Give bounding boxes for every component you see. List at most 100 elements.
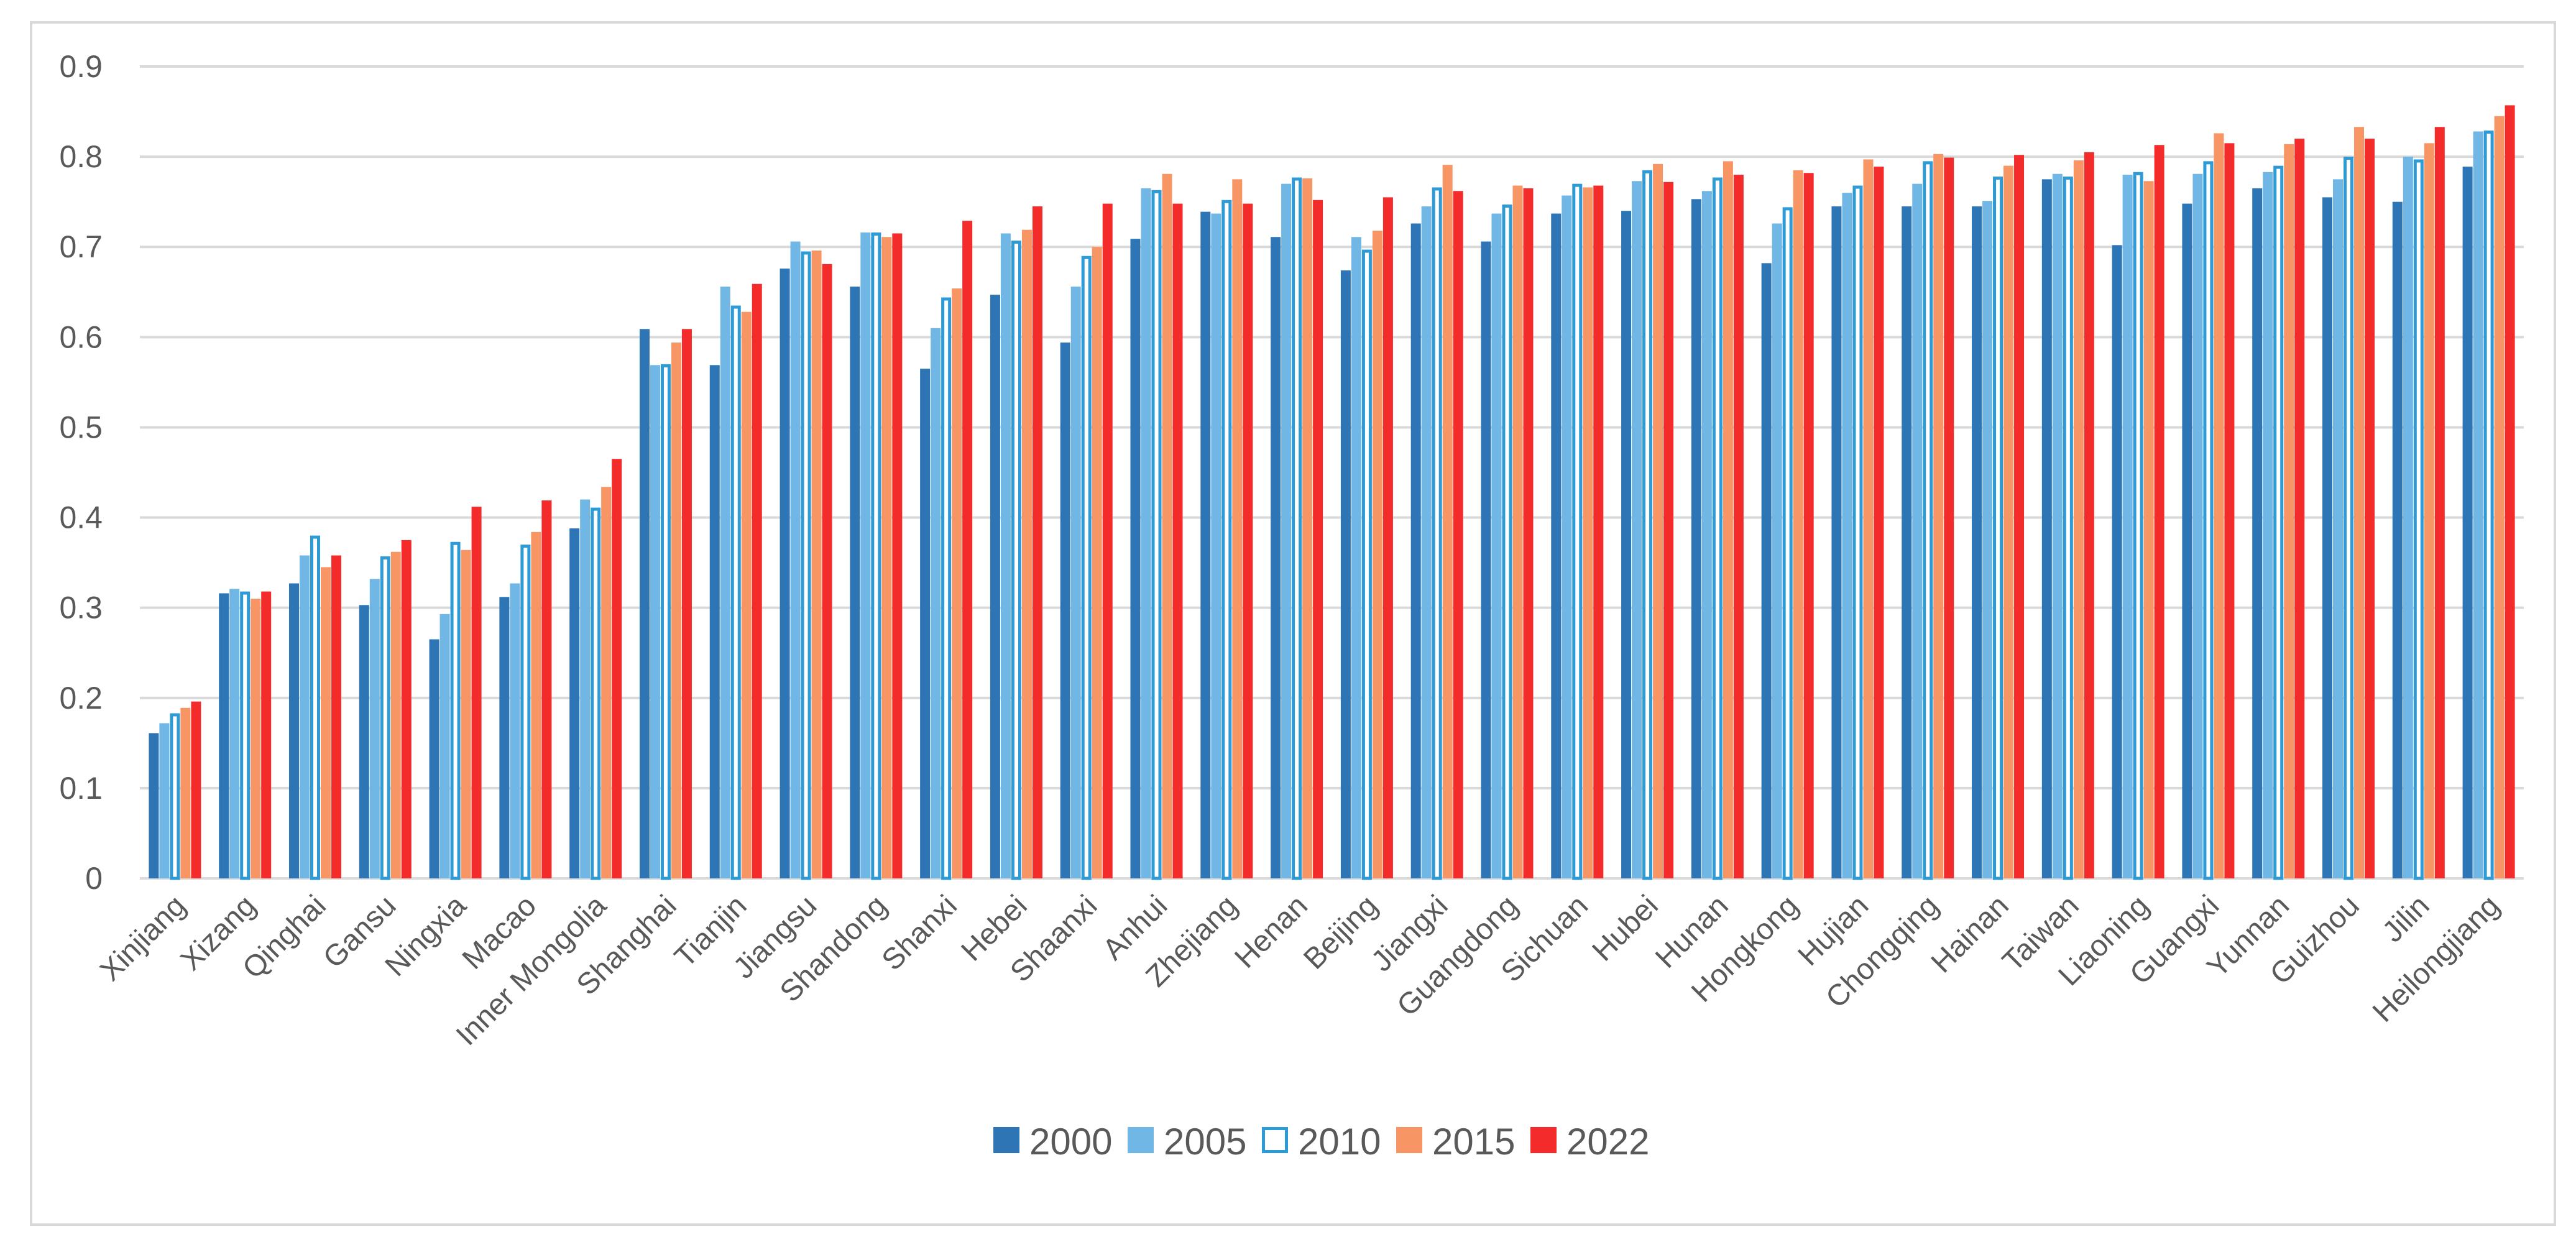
bar-2000 [1691, 199, 1701, 878]
bar-2010 [941, 297, 952, 880]
bar-2022 [1663, 182, 1674, 879]
bar-2022 [1313, 200, 1323, 879]
bar-2010 [1151, 190, 1162, 880]
bar-2000 [2182, 203, 2192, 879]
bar-2010 [1572, 183, 1583, 880]
bar-2022 [1523, 188, 1534, 878]
bar-2022 [752, 283, 762, 878]
bar-2000 [2322, 197, 2333, 878]
bar-2000 [1060, 343, 1070, 878]
bar-2005 [299, 555, 310, 878]
bar-2015 [1653, 163, 1663, 879]
bar-2015 [320, 567, 331, 878]
bar-2022 [2294, 139, 2305, 879]
bar-2022 [2154, 145, 2164, 878]
bar-2005 [1421, 206, 1432, 878]
bar-2010 [1923, 161, 1933, 880]
bar-2000 [990, 295, 1000, 878]
x-tick-label: Beijing [1297, 889, 1384, 975]
bar-2022 [1102, 203, 1113, 879]
bar-2005 [580, 499, 591, 878]
bar-2010 [1361, 249, 1372, 880]
bar-2010 [1221, 200, 1232, 880]
y-tick-label: 0 [85, 861, 103, 896]
bar-2010 [1081, 255, 1092, 880]
legend-label-2000: 2000 [1029, 1121, 1112, 1162]
bar-2015 [1793, 170, 1803, 878]
bar-2005 [2473, 131, 2483, 879]
bar-2015 [1092, 247, 1102, 878]
bar-2000 [639, 329, 650, 878]
bar-2010 [240, 591, 251, 880]
bar-2015 [1442, 165, 1453, 878]
y-tick-label: 0.7 [59, 229, 103, 264]
bar-2005 [2333, 179, 2344, 878]
bar-2015 [2214, 133, 2224, 879]
bar-2010 [1011, 241, 1021, 880]
y-tick-label: 0.3 [59, 591, 103, 625]
bar-2015 [952, 288, 962, 878]
bar-2022 [331, 555, 341, 878]
bar-2015 [1723, 161, 1733, 878]
bar-2005 [1141, 188, 1151, 878]
bar-2015 [881, 237, 892, 878]
bar-2022 [1874, 167, 1884, 878]
bar-2022 [261, 591, 272, 878]
bar-2005 [1000, 233, 1011, 878]
bar-2022 [962, 221, 973, 878]
legend-swatch-2010 [1262, 1127, 1288, 1153]
bar-2010 [871, 232, 881, 880]
bar-2015 [2494, 116, 2505, 878]
bar-2005 [229, 589, 240, 878]
bar-2000 [2041, 179, 2052, 878]
bar-2005 [1701, 191, 1712, 879]
bar-2022 [2505, 105, 2515, 878]
bar-2000 [219, 593, 229, 878]
bar-2022 [681, 329, 692, 878]
bar-2005 [790, 241, 801, 878]
x-tick-label: Jilin [2376, 889, 2436, 949]
bar-2015 [671, 343, 681, 878]
y-tick-label: 0.8 [59, 139, 103, 174]
bar-2022 [822, 264, 832, 878]
bar-2015 [1162, 173, 1172, 878]
bar-2005 [2263, 172, 2273, 878]
bar-2010 [730, 305, 741, 880]
x-tick-label: Xinjiang [94, 889, 192, 987]
bar-2022 [1944, 157, 1954, 878]
bar-2005 [2052, 173, 2063, 878]
bar-2005 [159, 723, 170, 878]
bar-2022 [2365, 139, 2375, 879]
bar-2022 [2084, 152, 2094, 878]
bar-2005 [1772, 223, 1782, 878]
x-tick-label: Hainan [1925, 889, 2015, 979]
bar-2005 [1281, 183, 1292, 879]
bar-2000 [288, 583, 299, 878]
bar-2005 [1070, 287, 1081, 878]
bar-2010 [310, 535, 320, 880]
y-tick-label: 0.1 [59, 771, 103, 806]
bar-2005 [1351, 237, 1361, 878]
bar-2010 [1432, 187, 1442, 880]
bar-2005 [369, 579, 380, 878]
bar-2010 [1642, 170, 1653, 880]
bar-2010 [2273, 165, 2284, 880]
bar-2000 [920, 369, 931, 878]
x-tick-label: Henan [1228, 889, 1313, 974]
bar-2015 [1583, 187, 1593, 879]
bar-2015 [741, 311, 752, 878]
bar-2000 [569, 528, 580, 878]
bar-2015 [2003, 165, 2014, 879]
bar-2022 [2434, 127, 2445, 878]
bar-2010 [2413, 159, 2424, 880]
bar-2022 [1382, 197, 1393, 878]
bar-2010 [2344, 157, 2354, 880]
bar-2000 [1902, 206, 1912, 878]
bar-2000 [359, 605, 369, 878]
bar-2000 [2252, 188, 2263, 878]
legend-swatch-2000 [993, 1127, 1019, 1153]
bar-2022 [1453, 191, 1463, 879]
legend-swatch-2022 [1530, 1127, 1557, 1153]
bar-2005 [650, 365, 660, 878]
bar-2015 [1863, 159, 1874, 878]
